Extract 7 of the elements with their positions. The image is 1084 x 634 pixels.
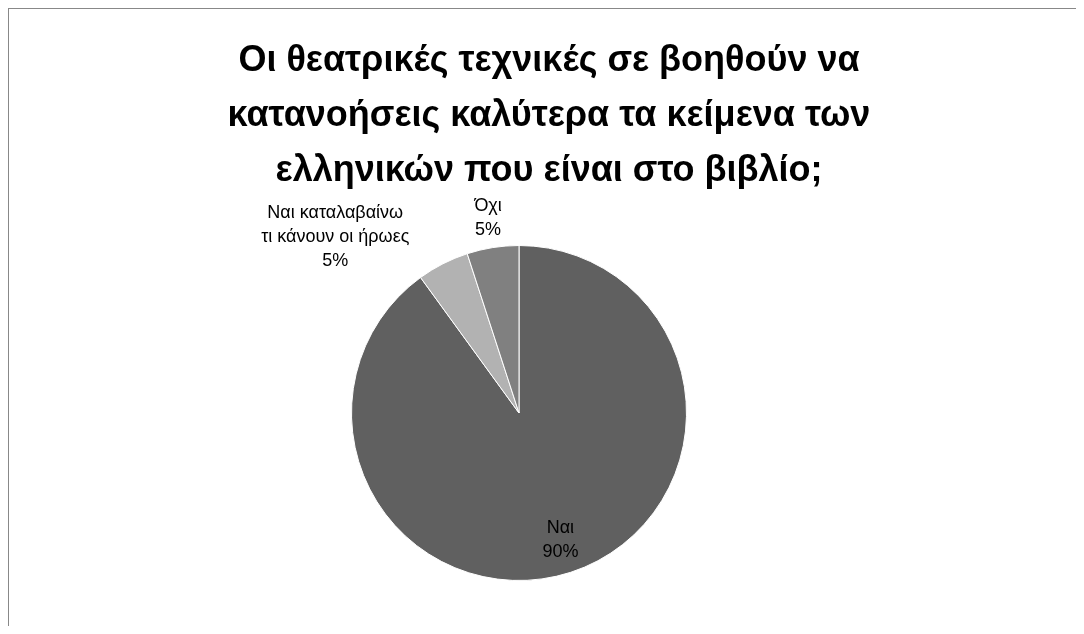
slice-label: Ναι (546, 517, 575, 538)
slice-label: Ναι καταλαβαίνω τι κάνουν οι ήρωες (261, 201, 410, 246)
data-label: 90% (542, 541, 579, 562)
slice-label: Όχι (473, 194, 502, 215)
chart-title: Οι θεατρικές τεχνικές σε βοηθούν να κατανοήσεις καλύτερα τα κείμενα των ελληνικών που είναι στο βιβλίο; (226, 37, 872, 191)
data-label: 5% (475, 218, 502, 239)
data-label: 5% (322, 249, 349, 270)
